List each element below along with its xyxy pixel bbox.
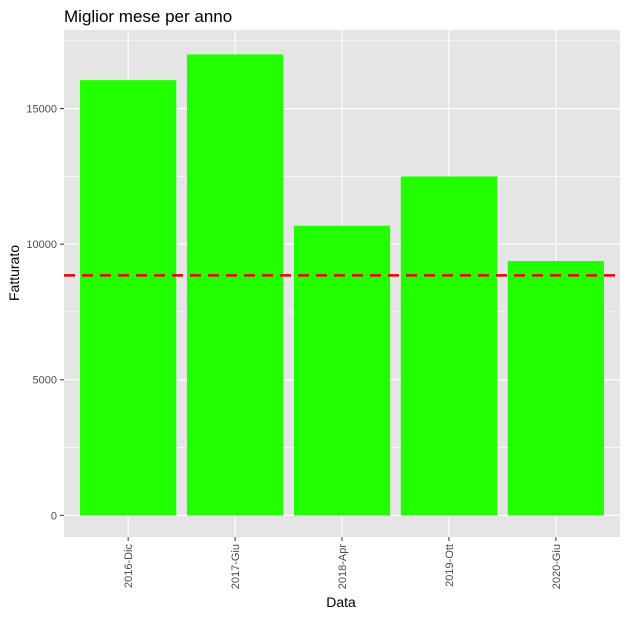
x-tick-label: 2016-Dic xyxy=(123,544,135,589)
x-tick-label: 2019-Ott xyxy=(444,544,456,587)
y-tick-label: 10000 xyxy=(26,239,57,251)
bars xyxy=(80,54,604,516)
bar-2017-Giu xyxy=(186,54,284,516)
x-tick-label: 2017-Giu xyxy=(230,544,242,589)
bar-2019-Ott xyxy=(400,176,498,516)
x-tick-label: 2018-Apr xyxy=(337,544,349,590)
y-axis: 0 5000 10000 15000 xyxy=(26,104,64,522)
bar-2018-Apr xyxy=(293,225,391,516)
y-tick-label: 5000 xyxy=(33,375,57,387)
x-tick-label: 2020-Giu xyxy=(551,544,563,589)
y-axis-title: Fatturato xyxy=(6,245,22,301)
x-axis: 2016-Dic 2017-Giu 2018-Apr 2019-Ott 2020-Giu xyxy=(123,537,563,589)
bar-2020-Giu xyxy=(507,260,604,516)
chart-title: Miglior mese per anno xyxy=(64,7,232,26)
y-tick-label: 0 xyxy=(51,510,57,522)
bar-2016-Dic xyxy=(80,80,177,516)
x-axis-title: Data xyxy=(326,594,356,610)
y-tick-label: 15000 xyxy=(26,104,57,116)
